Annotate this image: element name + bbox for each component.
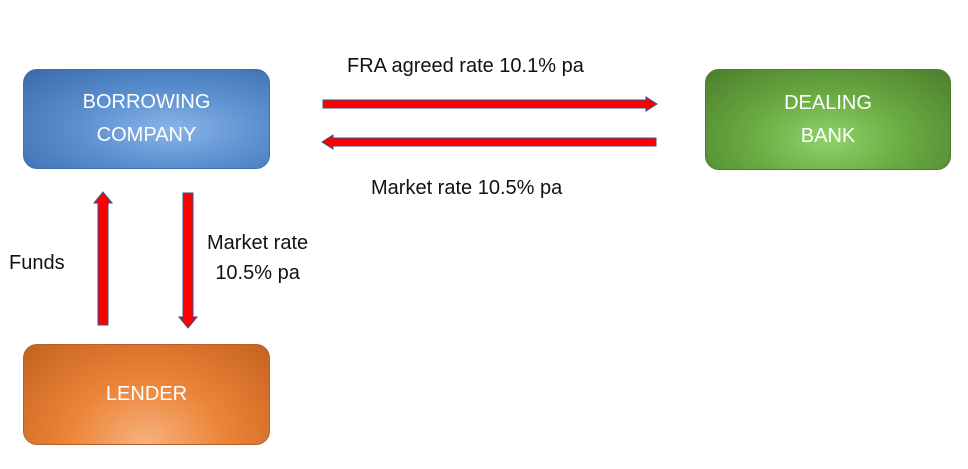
dealing-bank-line2: BANK (800, 124, 856, 147)
market-rate-label-line1: Market rate (207, 232, 309, 254)
funds-arrow (92, 191, 114, 326)
fra-rate-label: FRA agreed rate 10.1% pa (347, 55, 584, 77)
market-rate-arrow-horizontal (321, 134, 657, 150)
dealing-bank-node: DEALING BANK (705, 69, 951, 170)
borrowing-company-line1: BORROWING (82, 91, 211, 113)
fra-arrow (322, 96, 658, 112)
market-rate-label-vertical: Market rate 10.5% pa (207, 228, 308, 288)
lender-label: LENDER (105, 383, 188, 405)
market-rate-arrow-vertical (177, 192, 199, 329)
borrowing-company-line2: COMPANY (96, 124, 197, 146)
dealing-bank-line1: DEALING (784, 91, 872, 114)
market-rate-label-line2: 10.5% pa (215, 262, 300, 284)
lender-node: LENDER (23, 344, 270, 445)
funds-label: Funds (9, 252, 65, 274)
market-rate-label-horizontal: Market rate 10.5% pa (371, 177, 563, 199)
borrowing-company-node: BORROWING COMPANY (23, 69, 270, 169)
